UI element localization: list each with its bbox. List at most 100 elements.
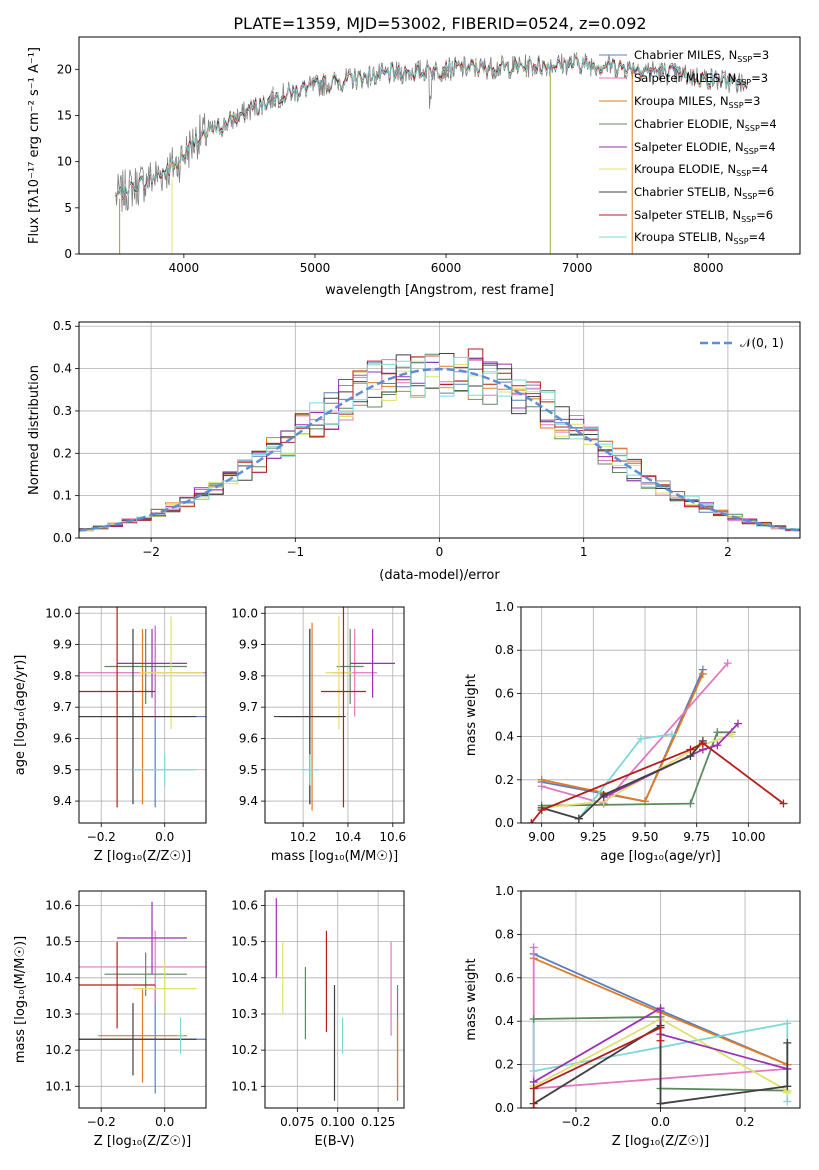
panel-5: 9.00 9.25 9.50 9.75 10.00 0.0 0.2 0.4 0.6 0.8 1.0 a… bbox=[464, 600, 801, 864]
legend: Chabrier MILES, NSSP=3 Salpeter MILES, NS… bbox=[599, 48, 777, 246]
x-tick-label: 0.100 bbox=[321, 1115, 355, 1129]
y-tick-label: 0.5 bbox=[53, 319, 72, 333]
x-tick-label: 9.00 bbox=[528, 830, 555, 844]
legend-label-suffix: =3 bbox=[751, 71, 768, 85]
y-axis-label: mass [log₁₀(M/M☉)] bbox=[13, 936, 28, 1063]
y-axis-label: mass weight bbox=[464, 674, 479, 756]
legend-label-subscript: SSP bbox=[745, 124, 760, 133]
mass-weight-marker bbox=[537, 782, 546, 791]
y-tick-label: 10.0 bbox=[231, 606, 258, 620]
mass-weight-marker bbox=[529, 1067, 538, 1076]
x-tick-label: 0.0 bbox=[155, 1115, 174, 1129]
x-tick-label: 8000 bbox=[693, 261, 724, 275]
mass-weight-marker bbox=[686, 745, 695, 754]
legend-label-subscript: SSP bbox=[737, 55, 752, 64]
plot-area bbox=[273, 607, 396, 811]
axes-frame bbox=[78, 606, 207, 824]
y-axis-label: age [log₁₀(age/yr)] bbox=[13, 655, 28, 776]
y-tick-label: 0.2 bbox=[53, 446, 72, 460]
y-tick-label: 9.4 bbox=[53, 794, 72, 808]
legend-label-subscript: SSP bbox=[734, 237, 749, 246]
panel-6: −0.2 0.0 10.1 10.2 10.3 10.4 10.5 10.6 Z [log₁₀(… bbox=[13, 890, 207, 1149]
y-tick-label: 9.4 bbox=[239, 794, 258, 808]
axes-frame bbox=[78, 321, 801, 539]
x-tick-label: 10.2 bbox=[290, 830, 317, 844]
y-tick-label: 10.5 bbox=[45, 935, 72, 949]
plot-area bbox=[529, 943, 792, 1108]
mass-weight-marker bbox=[656, 1036, 665, 1045]
legend-label-suffix: =4 bbox=[751, 162, 768, 176]
panel-7: 0.075 0.100 0.125 10.1 10.2 10.3 10.4 10.5 10.6 E… bbox=[231, 890, 405, 1149]
mass-weight-marker bbox=[529, 1104, 538, 1108]
panel-2: −2 −1 0 1 2 0.0 0.1 0.2 0.3 0.4 0.5 𝒩(0, 1) (data-mo… bbox=[27, 319, 801, 583]
y-tick-label: 0.2 bbox=[495, 1058, 514, 1072]
legend-label-suffix: =6 bbox=[756, 208, 773, 222]
y-tick-label: 0.8 bbox=[495, 643, 514, 657]
y-tick-label: 9.8 bbox=[239, 669, 258, 683]
x-axis-label: (data-model)/error bbox=[379, 568, 500, 583]
x-tick-label: −0.2 bbox=[87, 1115, 116, 1129]
x-axis-label: wavelength [Angstrom, rest frame] bbox=[325, 283, 554, 298]
y-tick-label: 9.9 bbox=[239, 638, 258, 652]
x-tick-label: 10.6 bbox=[379, 830, 406, 844]
y-tick-label: 0.1 bbox=[53, 489, 72, 503]
x-tick-label: 0 bbox=[436, 545, 444, 559]
y-tick-label: 0.4 bbox=[495, 730, 514, 744]
mass-weight-marker bbox=[686, 799, 695, 808]
legend-label-subscript: SSP bbox=[741, 215, 756, 224]
legend-label: Chabrier ELODIE, NSSP=4 bbox=[634, 117, 777, 133]
legend-label-suffix: =4 bbox=[759, 140, 776, 154]
mass-weight-marker bbox=[713, 728, 722, 737]
mass-weight-marker bbox=[723, 659, 732, 668]
legend-label: 𝒩(0, 1) bbox=[740, 336, 784, 350]
x-tick-label: 0.0 bbox=[651, 1115, 670, 1129]
y-tick-label: 10.6 bbox=[231, 898, 258, 912]
legend-label-suffix: =3 bbox=[752, 48, 769, 62]
y-axis-label: Flux [fλ10⁻¹⁷ erg cm⁻² s⁻¹ A⁻¹] bbox=[27, 47, 42, 244]
mass-weight-marker bbox=[713, 741, 722, 750]
mass-weight-marker bbox=[698, 669, 707, 678]
mass-weight-marker bbox=[783, 1097, 792, 1106]
model-spectrum-line bbox=[115, 55, 747, 202]
mass-weight-marker bbox=[656, 1099, 665, 1108]
x-tick-label: 9.50 bbox=[632, 830, 659, 844]
x-tick-label: −0.2 bbox=[561, 1115, 590, 1129]
x-tick-label: 0.0 bbox=[155, 830, 174, 844]
x-tick-label: 2 bbox=[724, 545, 732, 559]
y-tick-label: 1.0 bbox=[495, 884, 514, 898]
y-tick-label: 0 bbox=[64, 247, 72, 261]
y-tick-label: 0.0 bbox=[53, 531, 72, 545]
legend-label-suffix: =4 bbox=[760, 117, 777, 131]
x-tick-label: −1 bbox=[286, 545, 304, 559]
mass-weight-marker bbox=[529, 943, 538, 952]
y-tick-label: 10.2 bbox=[231, 1043, 258, 1057]
legend-label: Kroupa STELIB, NSSP=4 bbox=[634, 230, 765, 246]
plot-area bbox=[79, 607, 206, 808]
x-tick-label: 0.075 bbox=[280, 1115, 314, 1129]
legend-label-subscript: SSP bbox=[736, 78, 751, 87]
y-tick-label: 9.8 bbox=[53, 669, 72, 683]
x-tick-label: −2 bbox=[142, 545, 160, 559]
y-tick-label: 0.2 bbox=[495, 773, 514, 787]
y-tick-label: 10.4 bbox=[231, 971, 258, 985]
y-tick-label: 9.9 bbox=[53, 638, 72, 652]
y-tick-label: 10.3 bbox=[45, 1007, 72, 1021]
axes-frame bbox=[520, 890, 801, 1109]
y-tick-label: 0.0 bbox=[495, 816, 514, 830]
legend-label-suffix: =3 bbox=[744, 94, 761, 108]
y-tick-label: 0.0 bbox=[495, 1101, 514, 1115]
mass-weight-marker bbox=[779, 799, 788, 808]
legend: 𝒩(0, 1) bbox=[700, 336, 784, 350]
legend-label-subscript: SSP bbox=[729, 101, 744, 110]
x-axis-label: E(B-V) bbox=[314, 1134, 354, 1149]
y-tick-label: 9.5 bbox=[239, 763, 258, 777]
y-tick-label: 10.2 bbox=[45, 1043, 72, 1057]
mass-weight-line bbox=[533, 1006, 788, 1083]
panel-3: −0.2 0.0 9.4 9.5 9.6 9.7 9.8 9.9 10.0 Z [log₁₀(Z/… bbox=[13, 606, 207, 864]
model-spectrum-line bbox=[115, 53, 747, 201]
mass-weight-marker bbox=[636, 734, 645, 743]
mass-weight-marker bbox=[574, 814, 583, 823]
x-tick-label: 4000 bbox=[169, 261, 200, 275]
mass-weight-marker bbox=[698, 739, 707, 748]
x-axis-label: Z [log₁₀(Z/Z☉)] bbox=[94, 1134, 191, 1149]
